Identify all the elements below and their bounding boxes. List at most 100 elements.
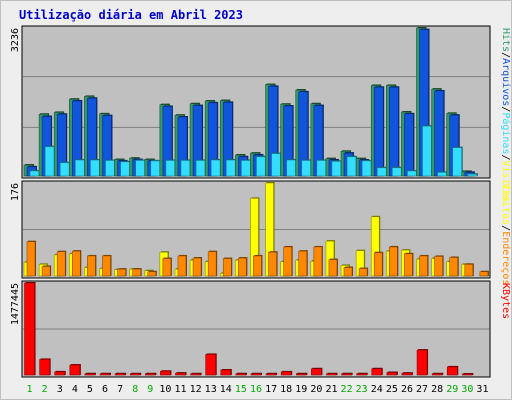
bar-páginas-day-25 <box>392 167 402 177</box>
bar-endereços-day-10 <box>162 258 172 277</box>
day-label-6: 6 <box>102 384 108 395</box>
legend-entry: Hits <box>500 28 511 52</box>
bar-kbytes-day-18 <box>280 371 292 376</box>
bar-páginas-day-16 <box>256 156 266 177</box>
bar-endereços-day-8 <box>132 268 141 277</box>
legend-entry: Arquivos <box>500 58 511 106</box>
bar-kbytes-day-10 <box>160 370 171 376</box>
bar-kbytes-day-6 <box>99 373 111 376</box>
legend-entry: / <box>500 225 511 231</box>
day-label-19: 19 <box>295 384 307 395</box>
day-label-23: 23 <box>356 384 368 395</box>
bar-kbytes-day-24 <box>371 368 383 376</box>
bar-endereços-day-21 <box>328 259 338 277</box>
bar-endereços-day-1 <box>26 241 36 277</box>
bar-endereços-day-2 <box>41 266 51 277</box>
bar-kbytes-day-23 <box>356 373 367 376</box>
legend-entry: Visitas <box>500 183 511 225</box>
bar-endereços-day-9 <box>147 271 157 277</box>
legend-entry: Visitas <box>500 161 511 203</box>
bar-arquivos-day-26 <box>404 113 414 177</box>
day-label-24: 24 <box>371 384 383 395</box>
bar-kbytes-day-27 <box>416 349 428 376</box>
bar-páginas-day-10 <box>165 160 176 177</box>
day-label-5: 5 <box>87 384 93 395</box>
day-label-31: 31 <box>476 384 488 395</box>
bar-endereços-day-29 <box>449 257 459 277</box>
bar-kbytes-day-12 <box>190 373 201 376</box>
bar-endereços-day-22 <box>343 267 353 277</box>
bar-páginas-day-28 <box>437 172 447 177</box>
day-label-1: 1 <box>27 384 33 395</box>
bar-endereços-day-14 <box>222 258 232 277</box>
day-label-21: 21 <box>325 384 337 395</box>
day-label-17: 17 <box>265 384 277 395</box>
bar-kbytes-day-21 <box>326 373 337 376</box>
day-label-30: 30 <box>461 384 473 395</box>
bar-páginas-day-14 <box>225 159 236 177</box>
day-label-14: 14 <box>220 384 232 395</box>
day-label-27: 27 <box>416 384 428 395</box>
bar-páginas-day-29 <box>452 147 463 177</box>
day-label-12: 12 <box>190 384 202 395</box>
bar-páginas-day-13 <box>210 159 221 177</box>
bar-kbytes-day-9 <box>145 373 156 376</box>
bar-páginas-day-21 <box>331 161 342 177</box>
bar-endereços-day-11 <box>177 255 187 277</box>
bar-arquivos-day-28 <box>434 90 444 177</box>
bar-kbytes-day-11 <box>175 372 186 376</box>
bar-kbytes-day-5 <box>84 373 96 376</box>
bar-kbytes-day-26 <box>401 372 413 376</box>
day-label-4: 4 <box>72 384 78 395</box>
bar-endereços-day-13 <box>207 251 217 277</box>
bar-arquivos-day-24 <box>373 86 384 177</box>
bar-kbytes-day-7 <box>114 373 126 376</box>
bar-páginas-day-7 <box>120 161 130 177</box>
day-label-8: 8 <box>132 384 138 395</box>
day-label-22: 22 <box>341 384 353 395</box>
bar-endereços-day-26 <box>404 253 413 277</box>
bar-kbytes-day-30 <box>462 373 473 376</box>
bar-endereços-day-17 <box>268 251 277 277</box>
bar-kbytes-day-16 <box>250 373 262 376</box>
bar-kbytes-day-3 <box>54 371 66 376</box>
legend-entry: / <box>500 154 511 160</box>
day-label-26: 26 <box>401 384 413 395</box>
bar-kbytes-day-8 <box>129 373 141 376</box>
bar-páginas-day-8 <box>135 160 145 177</box>
bar-kbytes-day-25 <box>386 372 398 376</box>
ymax-label-top: 3236 <box>10 28 21 52</box>
bar-páginas-day-2 <box>44 146 55 177</box>
bar-endereços-day-19 <box>298 250 308 277</box>
legend-top: Hits/Arquivos/Páginas/Visitas <box>500 28 512 203</box>
bar-endereços-day-27 <box>419 255 428 277</box>
day-label-9: 9 <box>147 384 153 395</box>
legend-middle: Visitas/Endereços <box>500 183 511 285</box>
ymax-label-bottom: 1477445 <box>10 283 21 325</box>
bar-páginas-day-17 <box>271 153 281 177</box>
bar-páginas-day-24 <box>376 167 387 177</box>
bar-páginas-day-9 <box>150 160 161 177</box>
bar-endereços-day-16 <box>253 255 262 277</box>
legend-bottom: KBytes <box>500 283 511 319</box>
bar-endereços-day-3 <box>56 251 66 277</box>
bar-kbytes-day-22 <box>341 373 352 376</box>
day-label-2: 2 <box>42 384 48 395</box>
bar-páginas-day-3 <box>59 162 70 177</box>
bar-páginas-day-23 <box>361 160 372 177</box>
day-label-13: 13 <box>205 384 217 395</box>
bar-páginas-day-26 <box>407 170 417 177</box>
day-label-11: 11 <box>174 384 186 395</box>
bar-endereços-day-31 <box>479 271 489 277</box>
bar-páginas-day-30 <box>467 173 478 177</box>
bar-páginas-day-18 <box>286 159 296 177</box>
ymax-label-middle: 176 <box>10 183 21 201</box>
chart-title: Utilização diária em Abril 2023 <box>19 8 243 22</box>
bar-páginas-day-5 <box>90 159 100 177</box>
legend-entry: KBytes <box>500 283 511 319</box>
bar-endereços-day-24 <box>373 252 383 277</box>
day-label-20: 20 <box>310 384 322 395</box>
bar-kbytes-day-1 <box>24 282 35 376</box>
bar-páginas-day-27 <box>422 125 432 177</box>
